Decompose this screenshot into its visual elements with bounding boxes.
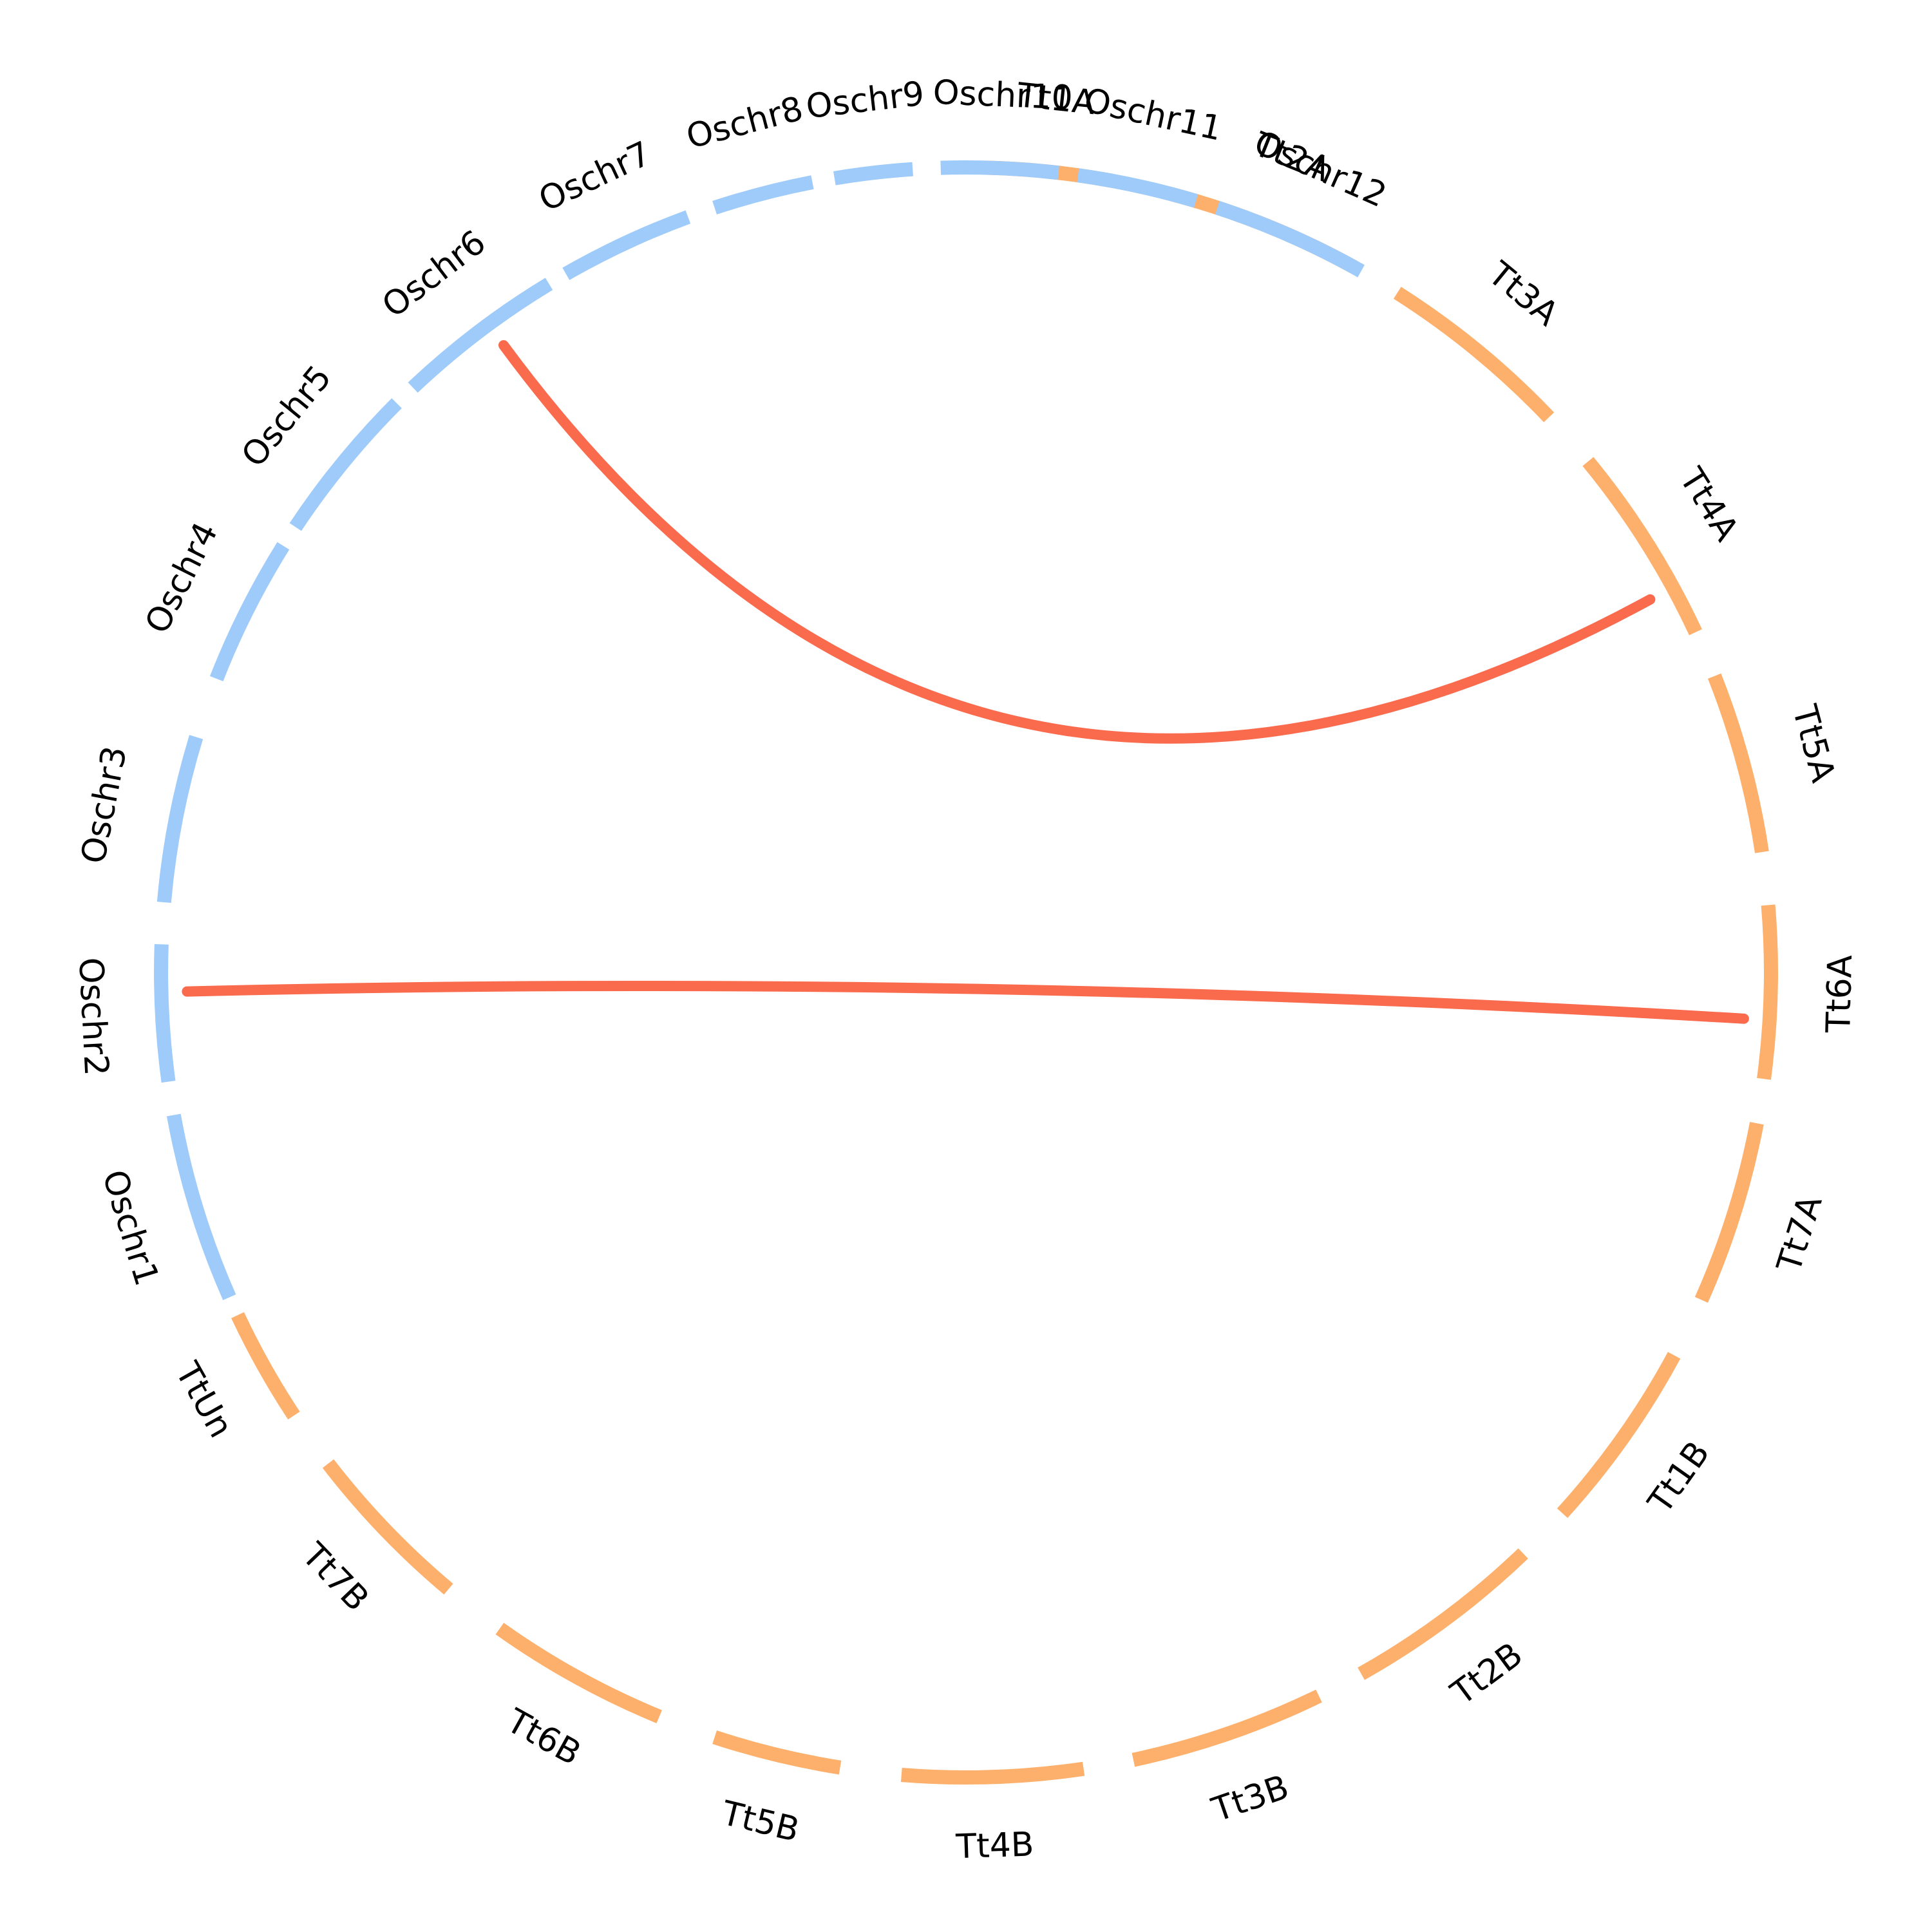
segment-label-oschr10: Oschr10 [932,73,1073,118]
segment-label-tt2b: Tt2B [1444,1635,1530,1713]
segment-tt1b [1557,1352,1681,1519]
segment-label-tt6b: Tt6B [500,1701,587,1773]
segment-label-oschr9: Oschr9 [804,75,927,127]
segment-oschr1 [166,1113,236,1300]
segment-tt4a [1582,457,1702,636]
segment-label-oschr8: Oschr8 [683,90,807,156]
segment-oschr9 [833,162,913,185]
segment-tt3b [1132,1689,1322,1767]
labels-layer: Tt1ATt2ATt3ATt4ATt5ATt6ATt7ATt1BTt2BTt3B… [71,73,1860,1867]
segment-label-tt3a: Tt3A [1481,254,1566,334]
segment-label-oschr5: Oschr5 [234,358,339,474]
segment-label-tt1a: Tt1A [1015,76,1097,122]
segment-ttun [231,1312,300,1420]
segment-tt5a [1707,673,1769,853]
segment-label-oschr1: Oschr1 [95,1166,166,1291]
segment-tt5b [712,1730,842,1775]
segment-label-tt3b: Tt3B [1207,1768,1294,1830]
link-oschr2-tt6a [182,980,1749,1024]
segment-oschr7 [562,210,691,280]
segment-label-oschr3: Oschr3 [74,743,135,867]
segment-label-oschr11: Oschr11 [1081,81,1226,149]
links-layer [182,340,1749,1024]
segment-label-ttun: TtUn [167,1356,240,1444]
segment-label-tt1b: Tt1B [1640,1434,1717,1520]
segment-oschr11 [1077,168,1198,208]
link-oschr6-tt4a [498,340,1656,744]
segment-label-tt6a: Tt6A [1819,954,1860,1034]
segment-oschr10 [940,160,1059,180]
segment-tt7a [1694,1122,1764,1303]
segment-label-tt5b: Tt5B [717,1794,803,1850]
segment-label-tt4a: Tt4A [1671,461,1746,548]
segments-layer [154,160,1778,1785]
segment-tt6b [495,1622,662,1723]
segment-label-oschr6: Oschr6 [375,223,493,325]
segment-tt3a [1393,287,1555,422]
segment-tt7b [322,1459,453,1595]
segment-oschr5 [289,398,402,531]
segment-tt4b [900,1761,1085,1785]
segment-tt2b [1358,1548,1528,1680]
segment-tt6a [1757,904,1778,1080]
segment-label-tt7b: Tt7B [294,1535,376,1619]
segment-label-oschr7: Oschr7 [533,135,657,220]
segment-label-oschr2: Oschr2 [71,956,115,1077]
segment-oschr2 [154,944,176,1083]
segment-oschr4 [209,542,290,681]
segment-oschr8 [712,175,814,214]
segment-label-tt5a: Tt5A [1785,701,1842,787]
segment-label-oschr4: Oschr4 [138,516,225,639]
segment-oschr3 [156,735,204,904]
segment-label-tt4b: Tt4B [955,1825,1035,1866]
segment-oschr12 [1215,201,1365,278]
segment-oschr6 [408,278,553,393]
segment-label-tt7a: Tt7A [1770,1191,1830,1278]
